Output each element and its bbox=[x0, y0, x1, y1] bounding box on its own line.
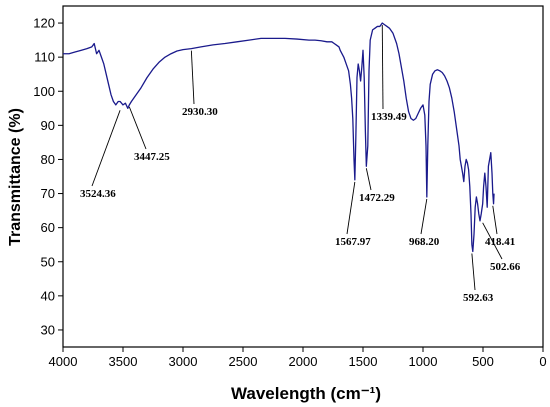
x-tick-label: 2500 bbox=[229, 354, 258, 369]
peak-label: 2930.30 bbox=[182, 106, 218, 118]
x-tick-label: 0 bbox=[539, 354, 546, 369]
y-tick-label: 50 bbox=[41, 254, 55, 269]
peak-label: 1472.29 bbox=[359, 192, 395, 204]
peak-label: 1567.97 bbox=[335, 236, 371, 248]
peak-label: 968.20 bbox=[409, 236, 440, 248]
peak-leader-line bbox=[346, 181, 356, 235]
peak-leader-line bbox=[128, 106, 147, 150]
peak-leader-line bbox=[381, 25, 384, 110]
y-tick-label: 80 bbox=[41, 152, 55, 167]
peak-label: 3524.36 bbox=[80, 188, 116, 200]
x-axis: 4000 3500 3000 2500 2000 1500 1000 500 0 bbox=[49, 347, 547, 369]
peak-label: 1339.49 bbox=[371, 111, 407, 123]
y-tick-label: 120 bbox=[33, 16, 55, 31]
x-tick-label: 500 bbox=[472, 354, 494, 369]
peak-leader-line bbox=[91, 110, 121, 187]
peak-label: 502.66 bbox=[490, 261, 521, 273]
peak-leader-line bbox=[190, 50, 195, 105]
x-tick-label: 4000 bbox=[49, 354, 78, 369]
y-tick-label: 100 bbox=[33, 84, 55, 99]
peak-label: 418.41 bbox=[485, 236, 515, 248]
x-tick-label: 3500 bbox=[109, 354, 138, 369]
peak-annotations: 3524.36 3447.25 2930.30 1567.97 1472.29 1339.… bbox=[80, 25, 521, 304]
y-axis-title: Transmittance (%) bbox=[7, 108, 24, 246]
y-tick-label: 30 bbox=[41, 322, 55, 337]
x-tick-label: 1500 bbox=[349, 354, 378, 369]
x-tick-label: 3000 bbox=[169, 354, 198, 369]
y-tick-label: 110 bbox=[34, 50, 55, 65]
y-axis: 30 40 50 60 70 80 90 100 110 120 bbox=[33, 16, 63, 337]
y-tick-label: 90 bbox=[41, 118, 55, 133]
peak-label: 3447.25 bbox=[134, 151, 170, 163]
peak-leader-line bbox=[471, 253, 476, 291]
y-tick-label: 40 bbox=[41, 288, 55, 303]
peak-label: 592.63 bbox=[463, 292, 494, 304]
x-axis-title: Wavelength (cm⁻¹) bbox=[231, 384, 381, 403]
spectrum-line bbox=[63, 22, 495, 253]
y-tick-label: 60 bbox=[41, 220, 55, 235]
series-group bbox=[63, 22, 495, 253]
peak-leader-line bbox=[420, 198, 428, 235]
peak-leader-line bbox=[492, 205, 498, 235]
y-tick-label: 70 bbox=[41, 186, 55, 201]
x-tick-label: 1000 bbox=[409, 354, 438, 369]
peak-leader-line bbox=[365, 168, 372, 191]
peak-leader-line bbox=[482, 222, 503, 260]
x-tick-label: 2000 bbox=[289, 354, 318, 369]
